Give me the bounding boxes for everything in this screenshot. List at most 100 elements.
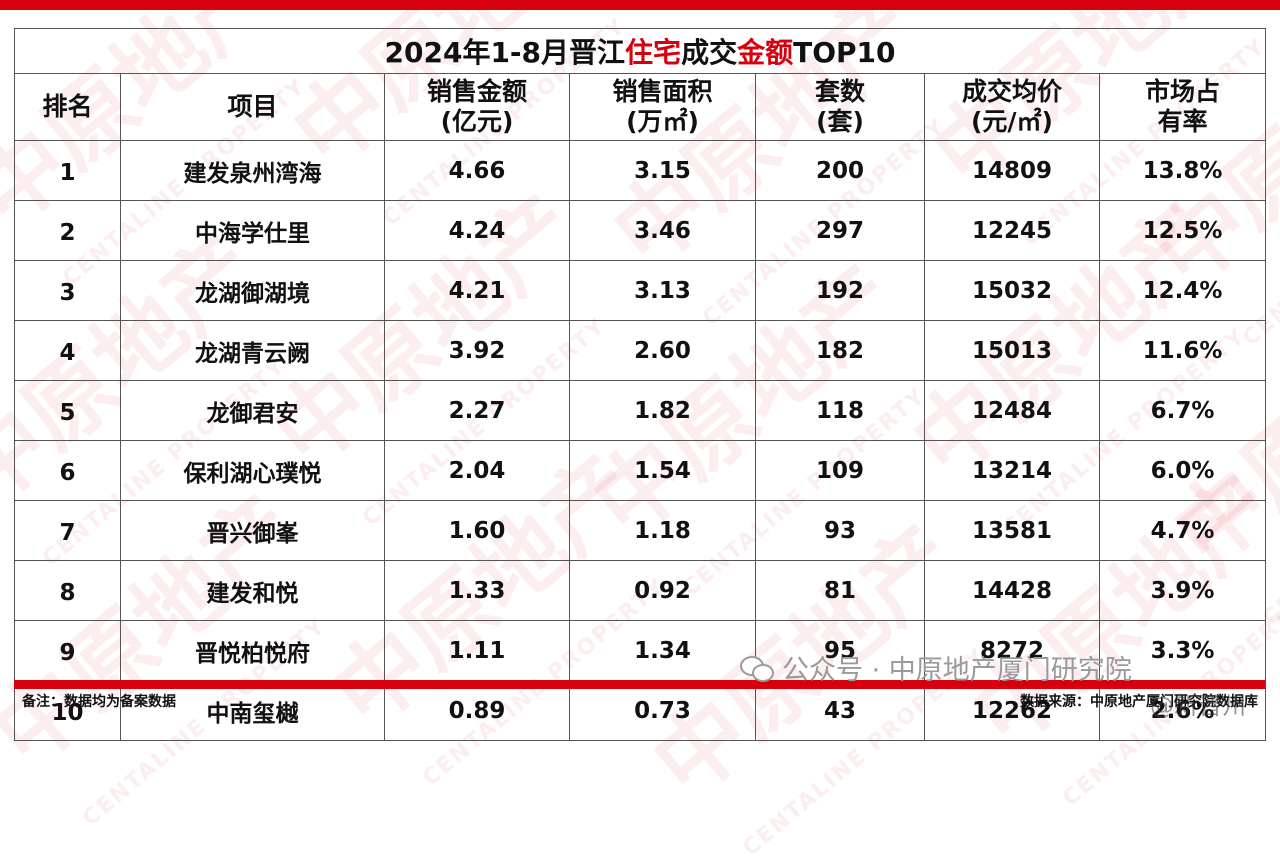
cell-price: 12245	[924, 200, 1100, 261]
cell-project: 建发和悦	[120, 560, 385, 621]
cell-amount: 1.33	[384, 560, 570, 621]
cell-share: 12.4%	[1098, 260, 1267, 321]
cell-amount: 4.66	[384, 140, 570, 201]
cell-rank: 7	[14, 500, 121, 561]
table-row: 1 建发泉州湾海 4.66 3.15 200 14809 13.8%	[14, 140, 1267, 201]
cell-units: 43	[755, 680, 925, 741]
table-row: 8 建发和悦 1.33 0.92 81 14428 3.9%	[14, 560, 1267, 621]
cell-project: 中海学仕里	[120, 200, 385, 261]
cell-units: 93	[755, 500, 925, 561]
cell-area: 1.82	[569, 380, 756, 441]
cell-area: 3.13	[569, 260, 756, 321]
cell-rank: 3	[14, 260, 121, 321]
cell-amount: 2.04	[384, 440, 570, 501]
title-segment: 住宅	[625, 36, 682, 69]
wechat-overlay-text: 公众号 · 中原地产厦门研究院	[782, 655, 1132, 686]
cell-share: 4.7%	[1098, 500, 1267, 561]
title-segment: 2024年1-8月晋江	[384, 36, 626, 69]
header-market-share-line2: 有率	[1157, 107, 1208, 136]
data-sheet: 2024年1-8月晋江住宅成交金额TOP10 排名 项目 销售金额 (亿元) 销…	[13, 28, 1267, 741]
header-market-share: 市场占 有率	[1098, 73, 1267, 141]
cell-price: 13214	[924, 440, 1100, 501]
cell-rank: 6	[14, 440, 121, 501]
footer-source: 数据来源：中原地产厦门研究院数据库	[1020, 694, 1258, 710]
cell-area: 3.46	[569, 200, 756, 261]
cell-amount: 4.24	[384, 200, 570, 261]
header-units-line2: (套)	[816, 107, 864, 136]
top-red-rule	[0, 0, 1280, 10]
cell-area: 2.60	[569, 320, 756, 381]
header-avg-price: 成交均价 (元/㎡)	[924, 73, 1100, 141]
table-title: 2024年1-8月晋江住宅成交金额TOP10	[13, 28, 1267, 74]
cell-units: 81	[755, 560, 925, 621]
header-sales-amount: 销售金额 (亿元)	[384, 73, 570, 141]
weibo-overlay-text: @新晋州	[1150, 692, 1246, 720]
cell-rank: 8	[14, 560, 121, 621]
cell-project: 龙湖御湖境	[120, 260, 385, 321]
cell-project: 龙御君安	[120, 380, 385, 441]
cell-units: 118	[755, 380, 925, 441]
cell-units: 200	[755, 140, 925, 201]
cell-price: 14428	[924, 560, 1100, 621]
table-row: 6 保利湖心璞悦 2.04 1.54 109 13214 6.0%	[14, 440, 1267, 501]
cell-rank: 5	[14, 380, 121, 441]
header-sales-amount-line1: 销售金额	[426, 77, 527, 106]
header-rank: 排名	[14, 73, 121, 141]
cell-share: 11.6%	[1098, 320, 1267, 381]
cell-area: 0.92	[569, 560, 756, 621]
cell-price: 12484	[924, 380, 1100, 441]
header-units: 套数 (套)	[755, 73, 925, 141]
cell-area: 1.54	[569, 440, 756, 501]
cell-amount: 0.89	[384, 680, 570, 741]
cell-share: 3.3%	[1098, 620, 1267, 681]
cell-units: 109	[755, 440, 925, 501]
cell-rank: 9	[14, 620, 121, 681]
header-sales-amount-line2: (亿元)	[440, 107, 514, 136]
header-units-line1: 套数	[814, 77, 865, 106]
cell-amount: 2.27	[384, 380, 570, 441]
cell-area: 1.18	[569, 500, 756, 561]
cell-project: 晋悦柏悦府	[120, 620, 385, 681]
cell-amount: 1.11	[384, 620, 570, 681]
header-avg-price-line2: (元/㎡)	[971, 107, 1053, 136]
cell-project: 建发泉州湾海	[120, 140, 385, 201]
cell-units: 192	[755, 260, 925, 321]
cell-share: 12.5%	[1098, 200, 1267, 261]
header-row: 排名 项目 销售金额 (亿元) 销售面积 (万㎡) 套数 (套) 成交均价 (元…	[14, 73, 1267, 141]
top10-table: 2024年1-8月晋江住宅成交金额TOP10 排名 项目 销售金额 (亿元) 销…	[13, 28, 1267, 741]
header-project: 项目	[120, 73, 385, 141]
cell-project: 晋兴御峯	[120, 500, 385, 561]
header-avg-price-line1: 成交均价	[961, 77, 1062, 106]
cell-price: 14809	[924, 140, 1100, 201]
cell-rank: 2	[14, 200, 121, 261]
title-segment: 成交	[681, 36, 738, 69]
table-row: 9 晋悦柏悦府 1.11 1.34 95 8272 3.3%	[14, 620, 1267, 681]
cell-units: 182	[755, 320, 925, 381]
table-row: 3 龙湖御湖境 4.21 3.13 192 15032 12.4%	[14, 260, 1267, 321]
title-segment: 金额	[737, 36, 794, 69]
cell-rank: 1	[14, 140, 121, 201]
wechat-icon	[740, 654, 774, 682]
wechat-overlay: 公众号 · 中原地产厦门研究院	[740, 648, 1132, 687]
cell-project: 龙湖青云阙	[120, 320, 385, 381]
cell-area: 3.15	[569, 140, 756, 201]
header-sales-area-line2: (万㎡)	[626, 107, 699, 136]
cell-units: 297	[755, 200, 925, 261]
table-row: 4 龙湖青云阙 3.92 2.60 182 15013 11.6%	[14, 320, 1267, 381]
footer-note: 备注：数据均为备案数据	[22, 694, 176, 710]
table-row: 2 中海学仕里 4.24 3.46 297 12245 12.5%	[14, 200, 1267, 261]
cell-share: 3.9%	[1098, 560, 1267, 621]
header-sales-area-line1: 销售面积	[612, 77, 713, 106]
bottom-red-rule	[14, 680, 1265, 689]
cell-area: 0.73	[569, 680, 756, 741]
cell-share: 13.8%	[1098, 140, 1267, 201]
cell-amount: 3.92	[384, 320, 570, 381]
title-segment: TOP10	[793, 36, 896, 69]
cell-amount: 1.60	[384, 500, 570, 561]
header-market-share-line1: 市场占	[1145, 77, 1221, 106]
cell-share: 6.0%	[1098, 440, 1267, 501]
table-row: 5 龙御君安 2.27 1.82 118 12484 6.7%	[14, 380, 1267, 441]
cell-rank: 4	[14, 320, 121, 381]
table-row: 7 晋兴御峯 1.60 1.18 93 13581 4.7%	[14, 500, 1267, 561]
cell-area: 1.34	[569, 620, 756, 681]
